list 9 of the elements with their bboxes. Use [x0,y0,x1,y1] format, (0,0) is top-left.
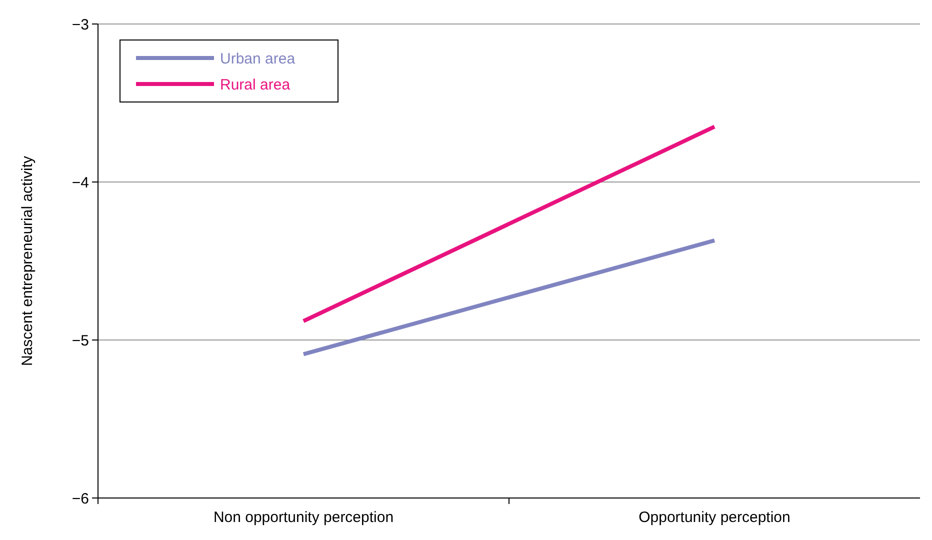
y-tick-label: −5 [72,332,89,350]
x-tick-label: Non opportunity perception [213,509,394,526]
text: Urban area [220,50,296,68]
text: Rural area [220,76,291,94]
y-axis-title: Nascent entrepreneurial activity [19,155,36,366]
x-tick-label: Opportunity perception [638,509,790,526]
y-tick-label: −4 [72,174,89,192]
y-tick-label: −3 [72,16,89,34]
y-tick-label: −6 [72,490,89,508]
